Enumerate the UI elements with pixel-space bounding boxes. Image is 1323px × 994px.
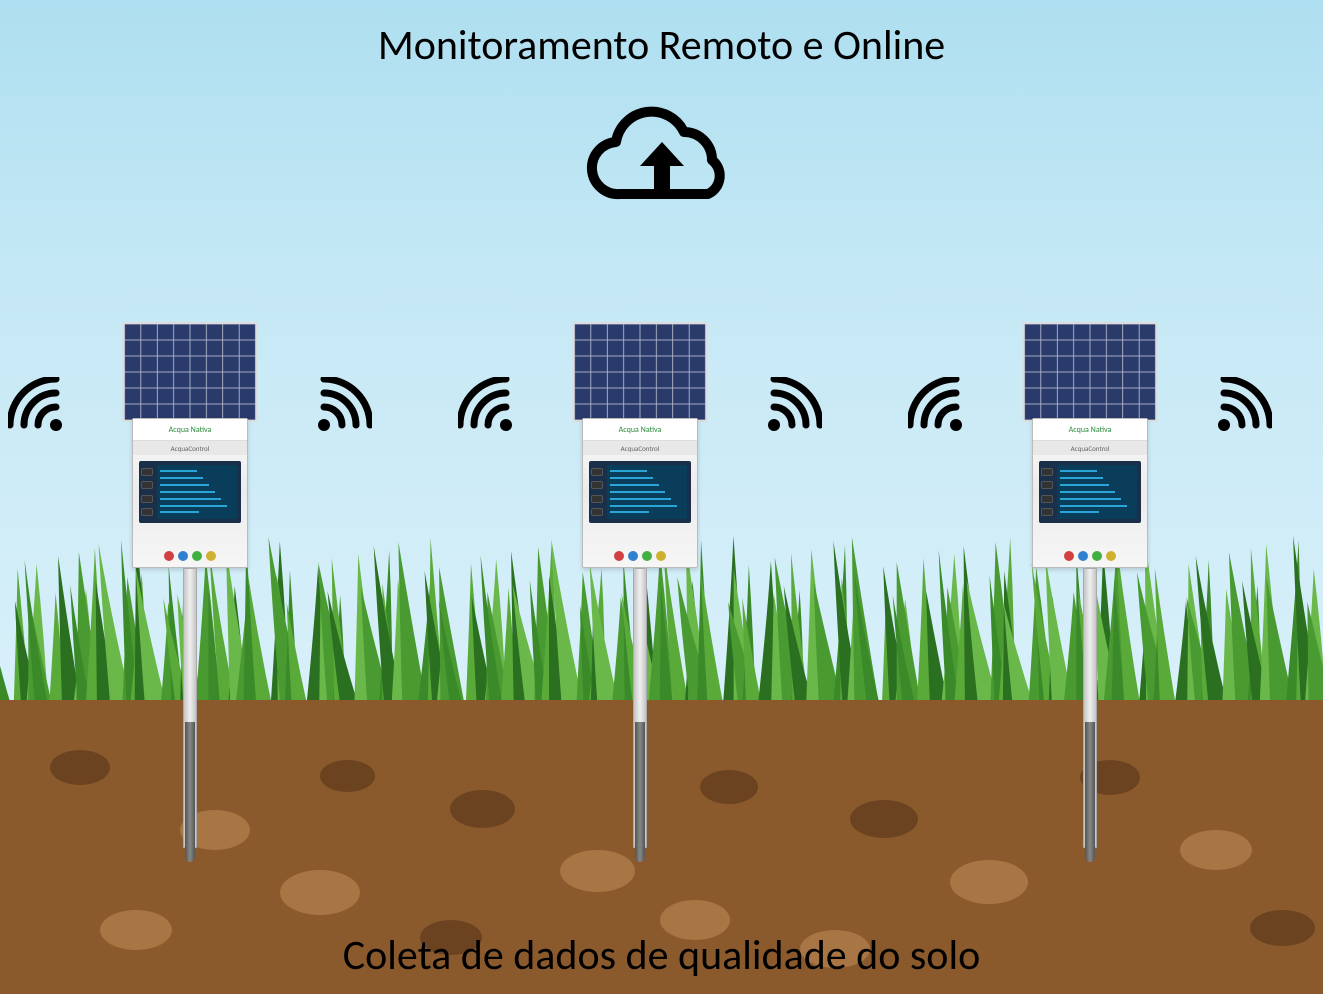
soil-probe: [635, 722, 645, 862]
indicator-light: [614, 551, 624, 561]
wifi-signal-icon: [1212, 377, 1272, 442]
wifi-signal-icon: [908, 377, 968, 442]
soil-stone: [950, 860, 1028, 904]
device-button: [591, 481, 603, 489]
device-brand-label: Acqua Nativa: [583, 419, 697, 441]
device-button: [1041, 508, 1053, 516]
wifi-signal-icon: [762, 377, 822, 442]
soil-stone: [1180, 830, 1252, 870]
solar-panel: [123, 322, 258, 427]
indicator-light: [1078, 551, 1088, 561]
soil-stone: [700, 770, 758, 804]
soil-stone: [560, 850, 635, 892]
indicator-light: [164, 551, 174, 561]
soil-stone: [450, 790, 515, 828]
device-button: [1041, 495, 1053, 503]
device-display: [607, 465, 687, 519]
indicator-light: [1106, 551, 1116, 561]
device-button: [141, 468, 153, 476]
device-button: [1041, 481, 1053, 489]
indicator-light: [628, 551, 638, 561]
device-display: [1057, 465, 1137, 519]
solar-panel: [1023, 322, 1158, 427]
sensor-device-box: Acqua NativaAcquaControl: [132, 418, 248, 568]
device-button: [141, 508, 153, 516]
indicator-light: [178, 551, 188, 561]
soil-stone: [850, 800, 918, 838]
soil-probe: [185, 722, 195, 862]
device-brand-label: Acqua Nativa: [133, 419, 247, 441]
device-product-label: AcquaControl: [133, 441, 247, 455]
soil-probe: [1085, 722, 1095, 862]
device-product-label: AcquaControl: [1033, 441, 1147, 455]
device-screen: [589, 461, 691, 523]
device-button: [1041, 468, 1053, 476]
soil-stone: [50, 750, 110, 785]
indicator-light: [642, 551, 652, 561]
device-indicators: [614, 551, 666, 561]
page-title-bottom: Coleta de dados de qualidade do solo: [0, 930, 1323, 981]
device-brand-label: Acqua Nativa: [1033, 419, 1147, 441]
device-button: [591, 508, 603, 516]
device-product-label: AcquaControl: [583, 441, 697, 455]
page-title-top: Monitoramento Remoto e Online: [0, 20, 1323, 71]
indicator-light: [656, 551, 666, 561]
indicator-light: [206, 551, 216, 561]
sensor-device-box: Acqua NativaAcquaControl: [1032, 418, 1148, 568]
sensor-device-box: Acqua NativaAcquaControl: [582, 418, 698, 568]
device-screen: [1039, 461, 1141, 523]
device-indicators: [164, 551, 216, 561]
wifi-signal-icon: [312, 377, 372, 442]
device-button: [141, 481, 153, 489]
device-screen: [139, 461, 241, 523]
device-button: [591, 495, 603, 503]
solar-panel: [573, 322, 708, 427]
wifi-signal-icon: [458, 377, 518, 442]
soil-stone: [280, 870, 360, 915]
device-button: [141, 495, 153, 503]
soil-stone: [320, 760, 375, 792]
cloud-upload-icon: [582, 100, 742, 225]
device-button: [591, 468, 603, 476]
device-indicators: [1064, 551, 1116, 561]
indicator-light: [192, 551, 202, 561]
indicator-light: [1092, 551, 1102, 561]
device-display: [157, 465, 237, 519]
wifi-signal-icon: [8, 377, 68, 442]
indicator-light: [1064, 551, 1074, 561]
